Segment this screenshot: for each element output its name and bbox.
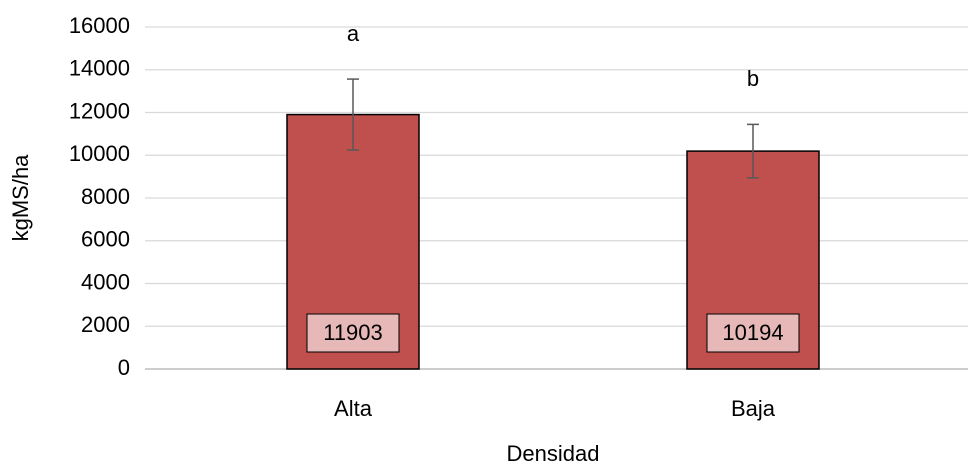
data-label: 10194 (722, 320, 783, 345)
annotation: a (347, 21, 360, 46)
x-tick-label: Alta (334, 396, 373, 421)
y-tick-label: 4000 (81, 269, 130, 294)
y-tick-label: 2000 (81, 312, 130, 337)
y-tick-label: 8000 (81, 184, 130, 209)
x-tick-label: Baja (731, 396, 776, 421)
y-tick-label: 6000 (81, 227, 130, 252)
y-tick-label: 16000 (69, 13, 130, 38)
data-label-box (706, 313, 800, 353)
y-tick-label: 0 (118, 355, 130, 380)
y-axis-title: kgMS/ha (8, 154, 33, 242)
data-label-box (306, 313, 400, 353)
data-label: 11903 (323, 320, 383, 345)
error-bar (747, 123, 759, 179)
x-axis-title: Densidad (507, 441, 600, 466)
y-tick-label: 12000 (69, 98, 130, 123)
annotation: b (747, 66, 759, 91)
y-tick-label: 14000 (69, 56, 130, 81)
y-tick-label: 10000 (69, 141, 130, 166)
error-bar (347, 78, 359, 151)
